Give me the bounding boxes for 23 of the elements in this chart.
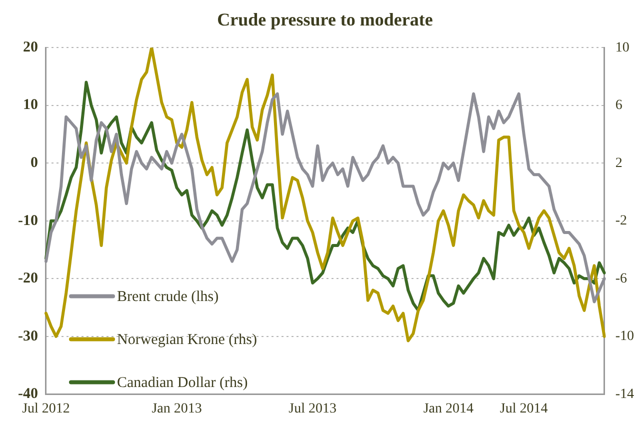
legend-label: Norwegian Krone (rhs): [116, 332, 257, 348]
y2-tick-label: -10: [615, 329, 634, 344]
x-tick-label: Jul 2014: [500, 401, 548, 416]
y-tick-label: 10: [22, 97, 38, 114]
y2-tick-label: 6: [615, 98, 622, 114]
x-tick-label: Jan 2013: [152, 401, 202, 416]
chart-title: Crude pressure to moderate: [217, 9, 433, 30]
legend-label: Brent crude (lhs): [116, 289, 219, 306]
y2-tick-label: -6: [615, 271, 628, 286]
y-tick-label: -30: [18, 328, 38, 344]
y-tick-label: 0: [30, 155, 38, 172]
x-tick-label: Jan 2014: [423, 401, 474, 416]
y-tick-label: -40: [18, 386, 38, 402]
y-tick-label: -10: [18, 212, 38, 229]
y2-tick-label: 10: [615, 40, 630, 56]
y2-tick-label: -14: [615, 386, 634, 402]
y-tick-label: 20: [22, 39, 38, 56]
legend-label: Canadian Dollar (rhs): [116, 375, 248, 392]
y-tick-label: -20: [18, 270, 38, 287]
x-tick-label: Jul 2012: [22, 401, 70, 416]
y2-tick-label: -2: [615, 214, 628, 229]
x-tick-label: Jul 2013: [288, 401, 337, 416]
y2-tick-label: 2: [615, 156, 622, 171]
